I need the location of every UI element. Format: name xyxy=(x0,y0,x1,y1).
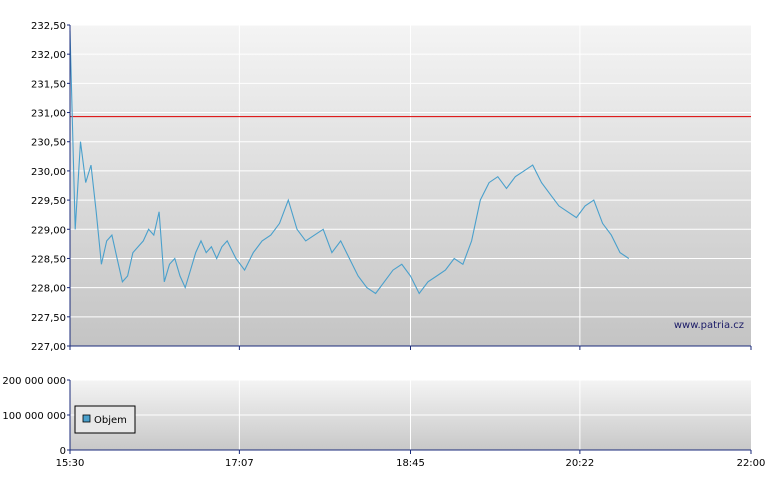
price-y-tick-label: 232,00 xyxy=(31,50,66,61)
price-x-axis xyxy=(69,346,752,350)
price-y-tick-label: 231,00 xyxy=(31,109,66,120)
price-series-line xyxy=(69,30,630,295)
credit-label: www.patria.cz xyxy=(674,320,744,331)
legend: Objem xyxy=(74,405,136,434)
price-y-tick-label: 231,50 xyxy=(31,79,66,90)
price-y-tick-label: 227,00 xyxy=(31,342,66,353)
price-gridlines xyxy=(70,24,751,346)
price-y-tick-label: 229,00 xyxy=(31,225,66,236)
volume-gridlines xyxy=(70,379,751,450)
volume-y-tick-label: 200 000 000 xyxy=(2,376,66,387)
price-y-tick-label: 227,50 xyxy=(31,313,66,324)
price-y-tick-label: 230,50 xyxy=(31,138,66,149)
volume-x-tick-label: 17:07 xyxy=(225,458,254,469)
price-y-tick-label: 229,50 xyxy=(31,196,66,207)
volume-y-tick-label: 0 xyxy=(60,446,66,457)
volume-panel: 0 100 000 000 200 000 000 15:30 17:07 18:45 2… xyxy=(2,376,765,469)
price-y-tick-label: 230,00 xyxy=(31,167,66,178)
price-y-tick-label: 228,00 xyxy=(31,284,66,295)
price-y-tick-label: 228,50 xyxy=(31,254,66,265)
volume-x-tick-label: 20:22 xyxy=(565,458,594,469)
legend-label: Objem xyxy=(94,415,127,426)
volume-x-tick-label: 22:00 xyxy=(737,458,766,469)
volume-y-tick-label: 100 000 000 xyxy=(2,411,66,422)
price-panel: 227,00 227,50 228,00 228,50 229,00 229,50 230,… xyxy=(31,21,752,353)
legend-swatch xyxy=(82,414,91,423)
price-y-tick-label: 232,50 xyxy=(31,21,66,32)
volume-x-tick-label: 15:30 xyxy=(56,458,85,469)
volume-y-axis: 0 100 000 000 200 000 000 xyxy=(2,376,70,457)
volume-x-tick-label: 18:45 xyxy=(396,458,425,469)
price-y-axis: 227,00 227,50 228,00 228,50 229,00 229,50 230,… xyxy=(31,21,70,353)
volume-x-axis: 15:30 17:07 18:45 20:22 22:00 xyxy=(56,450,766,469)
